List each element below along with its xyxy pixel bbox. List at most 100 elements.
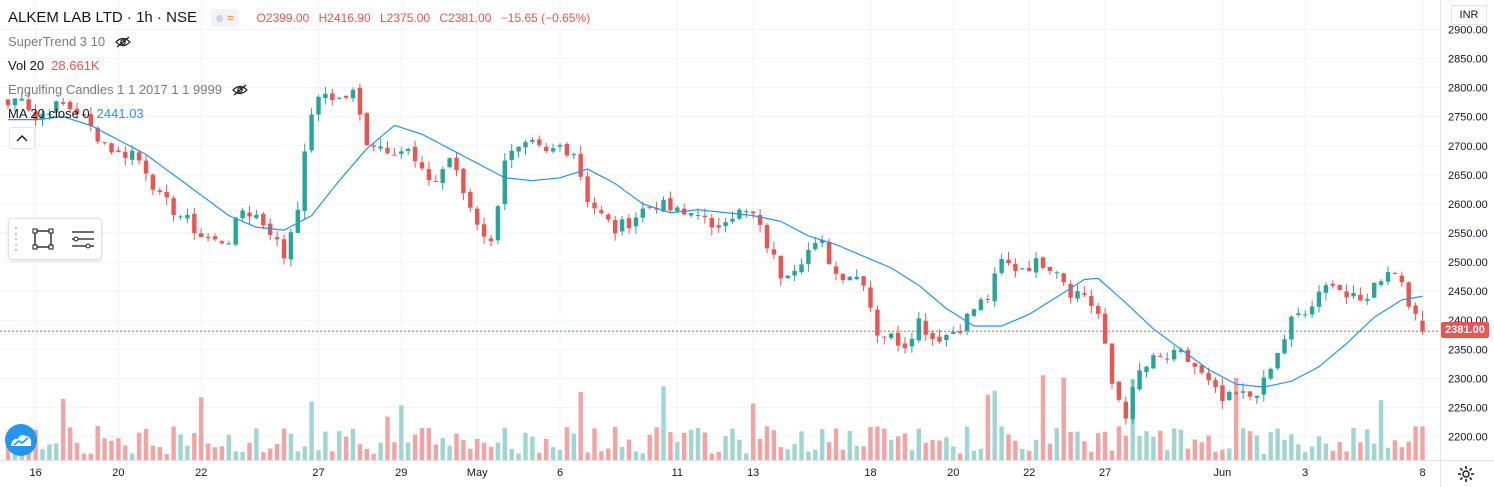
volume-bar: [1337, 441, 1342, 460]
candle-body: [1102, 313, 1108, 344]
candle-body: [840, 273, 846, 280]
volume-bar: [1192, 439, 1197, 460]
candle-body: [1061, 273, 1066, 283]
volume-bar: [1351, 427, 1356, 460]
candle-body: [923, 320, 928, 335]
candle-body: [1075, 291, 1080, 299]
volume-bar: [1151, 436, 1156, 460]
candle-body: [716, 225, 721, 228]
candle-body: [1185, 350, 1191, 363]
candle-body: [26, 99, 31, 111]
volume-bar: [1303, 452, 1308, 460]
volume-bar: [1275, 428, 1280, 460]
volume-bar: [1240, 428, 1246, 460]
time-tick-label: 13: [747, 467, 759, 479]
volume-bar: [488, 446, 494, 460]
volume-bar: [1392, 440, 1398, 460]
drawing-toolbar[interactable]: [8, 218, 102, 260]
candle-body: [875, 309, 880, 336]
volume-bar: [806, 451, 811, 460]
volume-bar: [1399, 447, 1404, 460]
candle-body: [481, 224, 487, 237]
candle-body: [81, 114, 87, 116]
volume-bar: [613, 426, 618, 460]
candle-body: [1047, 266, 1053, 272]
supertrend-row[interactable]: SuperTrend 3 10: [8, 30, 596, 54]
eye-off-icon[interactable]: [115, 36, 131, 48]
candle-body: [268, 223, 273, 235]
candle-body: [723, 222, 728, 227]
candle-body: [1165, 358, 1170, 360]
candle-body: [764, 225, 770, 249]
volume-bar: [1054, 428, 1059, 460]
candle-body: [1420, 320, 1425, 332]
time-tick-label: 27: [312, 467, 324, 479]
volume-bar: [1116, 426, 1122, 460]
candle-body: [668, 198, 673, 211]
currency-button[interactable]: INR: [1451, 5, 1487, 25]
volume-bar: [481, 442, 487, 460]
volume-row[interactable]: Vol 20 28.661K: [8, 54, 596, 78]
volume-bar: [1165, 450, 1170, 460]
candle-body: [254, 214, 259, 219]
volume-bar: [123, 445, 128, 460]
candle-body: [889, 333, 894, 338]
candle-body: [1351, 293, 1356, 297]
volume-bar: [205, 443, 211, 460]
candle-body: [1116, 381, 1122, 400]
candle-body: [233, 217, 238, 245]
volume-bar: [309, 401, 314, 460]
candle-body: [751, 211, 756, 214]
volume-bar: [716, 451, 721, 460]
candle-body: [1399, 275, 1404, 283]
engulfing-row[interactable]: Engulfing Candles 1 1 2017 1 1 9999: [8, 78, 596, 102]
rectangle-tool-icon: [32, 228, 54, 250]
volume-bar: [1227, 448, 1232, 460]
candle-body: [833, 266, 839, 274]
volume-bar: [157, 447, 162, 460]
market-status-badge[interactable]: ≈: [210, 9, 239, 27]
status-dot-icon: [215, 14, 223, 22]
chevron-up-icon: [16, 135, 28, 142]
volume-bar: [302, 446, 307, 460]
candle-body: [661, 199, 666, 212]
price-tick-label: 2350.00: [1448, 344, 1488, 356]
candle-body: [426, 169, 432, 181]
menu-button[interactable]: [65, 223, 101, 255]
symbol-title[interactable]: ALKEM LAB LTD · 1h · NSE: [8, 9, 197, 26]
rectangle-tool-button[interactable]: [25, 223, 61, 255]
volume-bar: [757, 438, 763, 460]
candle-body: [316, 96, 321, 115]
volume-bar: [702, 432, 708, 460]
price-tick-label: 2200.00: [1448, 432, 1488, 444]
volume-bar: [1068, 431, 1073, 460]
volume-bar: [399, 405, 404, 460]
candle-body: [799, 264, 804, 273]
tradingview-logo-icon[interactable]: [5, 424, 37, 456]
volume-bar: [495, 442, 501, 460]
candle-body: [61, 102, 66, 104]
volume-bar: [343, 436, 349, 460]
volume-bar: [1234, 377, 1239, 460]
time-tick-label: 22: [1023, 467, 1035, 479]
volume-bar: [785, 449, 790, 460]
price-axis[interactable]: 2900.00 2850.00 2800.00 2750.00 2700.00 2650.…: [1448, 25, 1488, 444]
volume-bar: [412, 434, 418, 460]
volume-bar: [357, 444, 363, 460]
candle-body: [847, 276, 852, 281]
time-axis[interactable]: 16 20 22 27 29 May 6 11 13 18 20 22 27 Jun 3 8: [29, 467, 1425, 479]
settings-gear-icon[interactable]: [1456, 464, 1476, 484]
eye-off-icon[interactable]: [232, 84, 248, 96]
volume-bar: [1247, 431, 1253, 460]
collapse-legend-button[interactable]: [9, 127, 35, 149]
ma-row[interactable]: MA 20 close 0 2441.03: [8, 102, 596, 126]
candle-body: [164, 191, 169, 198]
drag-handle[interactable]: [11, 227, 21, 251]
candle-body: [813, 242, 818, 250]
volume-bar: [199, 397, 204, 460]
volume-bar: [516, 453, 521, 460]
change-value: −15.65 (−0.65%): [500, 11, 591, 25]
volume-bar: [295, 451, 300, 460]
volume-bar: [854, 445, 859, 460]
